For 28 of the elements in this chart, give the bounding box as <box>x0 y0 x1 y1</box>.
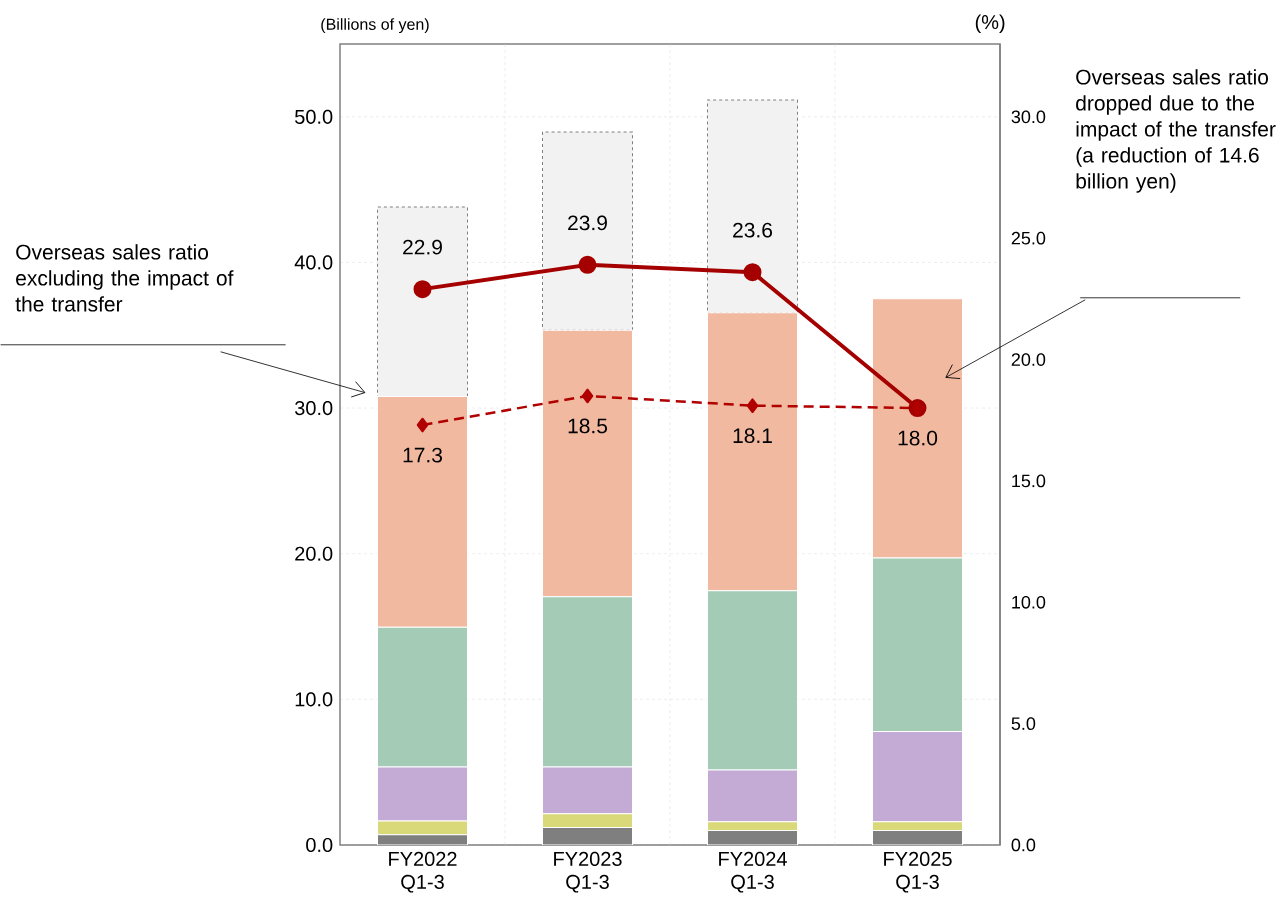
y-tick-label: 40.0 <box>294 255 333 270</box>
y-tick-label: 50.0 <box>295 109 333 124</box>
x-tick-label: FY2024 Q1-3 <box>719 851 787 893</box>
text: Overseas sales ratio excluding the impact of the transfer <box>15 244 234 312</box>
x-tick-label: FY2022 Q1-3 <box>389 851 457 893</box>
y2-tick-label: 30.0 <box>1011 110 1046 124</box>
y2-tick-label: 15.0 <box>1012 474 1046 488</box>
data-label: 18.0 <box>898 430 938 446</box>
y2-tick-label: 25.0 <box>1011 231 1046 245</box>
y-axis-title: (Billions of yen) <box>321 18 429 34</box>
y-tick-label: 30.0 <box>294 401 333 416</box>
x-tick-label: FY2025 Q1-3 <box>884 851 952 893</box>
data-label: 23.6 <box>733 222 773 238</box>
data-label: 22.9 <box>403 239 442 255</box>
y2-tick-label: 5.0 <box>1011 717 1036 730</box>
data-label: 23.9 <box>568 215 607 231</box>
data-label: 17.3 <box>403 447 443 463</box>
text: Overseas sales ratio dropped due to the impact of the transfer (a reduction of 14.6 billion yen) <box>1076 69 1276 193</box>
y-tick-label: 0.0 <box>306 837 333 853</box>
y-tick-label: 10.0 <box>295 692 333 707</box>
y2-tick-label: 10.0 <box>1012 595 1046 609</box>
y2-tick-label: 0.0 <box>1011 838 1036 852</box>
y2-tick-label: 20.0 <box>1011 353 1046 366</box>
data-label: 18.1 <box>733 428 772 444</box>
data-label: 18.5 <box>568 418 608 434</box>
y-tick-label: 20.0 <box>295 546 333 561</box>
y2-axis-title: (%) <box>975 14 1005 34</box>
x-tick-label: FY2023 Q1-3 <box>554 851 622 893</box>
